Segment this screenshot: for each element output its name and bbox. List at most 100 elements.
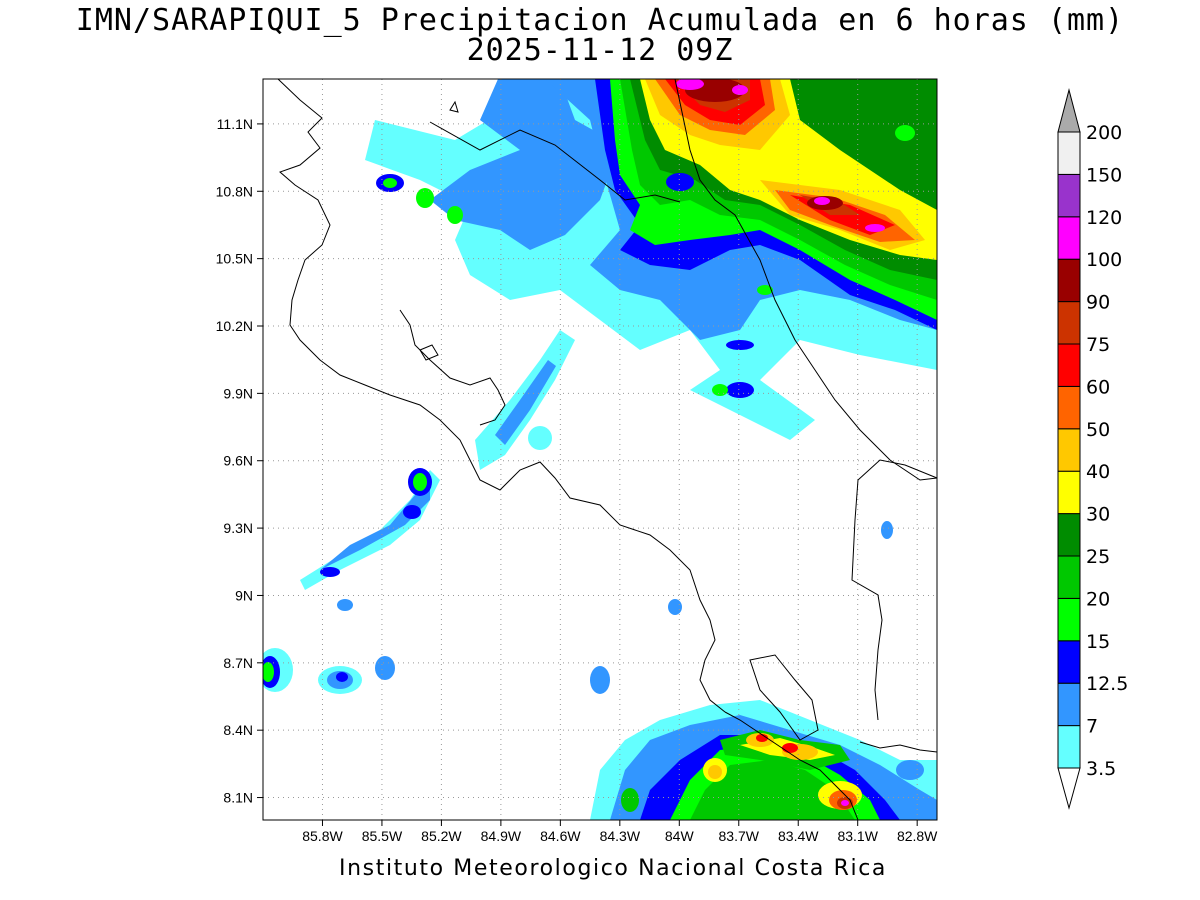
colorbar-label: 50 (1086, 419, 1110, 441)
colorbar-label: 30 (1086, 504, 1110, 526)
footer-credit: Instituto Meteorologico Nacional Costa R… (339, 856, 887, 881)
colorbar-swatch (1057, 173, 1081, 218)
colorbar-swatch (1057, 131, 1081, 175)
colorbar-swatch (1057, 385, 1081, 430)
lon-tick-label: 85.8W (302, 828, 343, 844)
precip-cell (320, 567, 340, 577)
precip-cell (447, 206, 463, 224)
colorbar-label: 120 (1086, 207, 1122, 229)
colorbar-swatch (1057, 343, 1081, 387)
map-frame (262, 78, 938, 821)
lon-tick-label: 83.1W (837, 828, 878, 844)
colorbar-label: 60 (1086, 376, 1110, 398)
lat-tick-label: 8.7N (223, 655, 253, 671)
precip-cell (726, 382, 754, 398)
lat-tick-label: 10.8N (216, 183, 253, 199)
precip-cell (416, 188, 434, 208)
lon-tick-label: 85.2W (421, 828, 462, 844)
axis-ticks: 11.1N 10.8N 10.5N 10.2N 9.9N 9.6N 9.3N 9N 8.7N 8.… (216, 116, 939, 844)
gridlines (263, 79, 937, 820)
precip-cell (690, 760, 855, 820)
colorbar-above-arrow (1057, 88, 1081, 133)
lat-tick-label: 9.6N (223, 453, 253, 469)
lat-tick-label: 10.2N (216, 318, 253, 334)
precip-cell (726, 340, 754, 350)
colorbar-label: 12.5 (1086, 673, 1128, 695)
map-valid-time: 2025-11-12 09Z (466, 33, 734, 68)
precip-cell (782, 743, 798, 753)
coastline (674, 78, 938, 481)
precip-cell (375, 656, 395, 680)
coastline (429, 121, 681, 203)
map-title: IMN/SARAPIQUI_5 Precipitacion Acumulada … (75, 3, 1125, 38)
lon-tick-label: 85.5W (362, 828, 403, 844)
precip-cell (528, 426, 552, 450)
lon-tick-label: 82.8W (897, 828, 938, 844)
coastline (399, 309, 506, 426)
lon-tick-label: 84.3W (600, 828, 641, 844)
precip-cell (814, 197, 830, 205)
colorbar-below-arrow (1057, 767, 1081, 810)
colorbar-swatch (1057, 555, 1081, 599)
coastlines (277, 78, 938, 821)
colorbar-swatch (1057, 597, 1081, 642)
colorbar-swatch (1057, 216, 1081, 260)
lon-tick-label: 84W (665, 828, 695, 844)
precip-cell (732, 85, 748, 95)
precip-cell (413, 473, 427, 491)
lon-tick-label: 83.7W (719, 828, 760, 844)
precip-cell (712, 384, 728, 396)
lat-tick-label: 8.4N (223, 722, 253, 738)
precip-cell (881, 521, 893, 539)
precip-cell (403, 505, 421, 519)
precip-cell (668, 599, 682, 615)
precipitation-fields (263, 79, 937, 820)
precip-cell (895, 125, 915, 141)
precip-cell (590, 666, 610, 694)
colorbar-swatch (1057, 258, 1081, 303)
lat-tick-label: 9N (235, 587, 253, 603)
precip-cell (430, 79, 620, 250)
colorbar-swatch (1057, 428, 1081, 472)
colorbar-label: 40 (1086, 461, 1110, 483)
coastline (449, 100, 459, 113)
colorbar-legend: 3.5 7 12.5 15 20 25 30 40 50 60 75 90 100 120 150 200 (1057, 88, 1128, 810)
colorbar-swatch (1057, 640, 1081, 684)
precip-cell (756, 734, 768, 742)
colorbar-swatch (1057, 725, 1081, 769)
colorbar-label: 90 (1086, 292, 1110, 314)
colorbar-swatch (1057, 301, 1081, 345)
lon-tick-label: 84.6W (540, 828, 581, 844)
colorbar-swatch (1057, 682, 1081, 727)
lat-tick-label: 10.5N (216, 251, 253, 267)
lat-tick-label: 8.1N (223, 790, 253, 806)
precip-cell (757, 285, 773, 295)
colorbar-label: 15 (1086, 631, 1110, 653)
precip-cell (336, 672, 348, 682)
precip-cell (383, 178, 397, 188)
lat-tick-label: 9.3N (223, 520, 253, 536)
precip-cell (896, 760, 924, 780)
lon-tick-label: 84.9W (481, 828, 522, 844)
precip-cell (676, 79, 704, 90)
colorbar-label: 7 (1086, 716, 1098, 738)
colorbar-label: 150 (1086, 164, 1122, 186)
precip-cell (495, 360, 556, 445)
precip-cell (708, 765, 722, 779)
lon-tick-label: 83.4W (778, 828, 819, 844)
colorbar-label: 100 (1086, 249, 1122, 271)
coastline (419, 344, 439, 361)
coastline (749, 654, 819, 741)
coastline (859, 741, 938, 753)
lat-tick-label: 9.9N (223, 385, 253, 401)
precip-cell (337, 599, 353, 611)
colorbar-swatch (1057, 470, 1081, 515)
lat-tick-label: 11.1N (217, 116, 253, 132)
colorbar-label: 3.5 (1086, 758, 1116, 780)
coastline (724, 711, 859, 821)
colorbar-label: 200 (1086, 122, 1122, 144)
precip-cell (263, 662, 274, 682)
colorbar-swatch (1057, 513, 1081, 557)
colorbar-label: 75 (1086, 334, 1110, 356)
